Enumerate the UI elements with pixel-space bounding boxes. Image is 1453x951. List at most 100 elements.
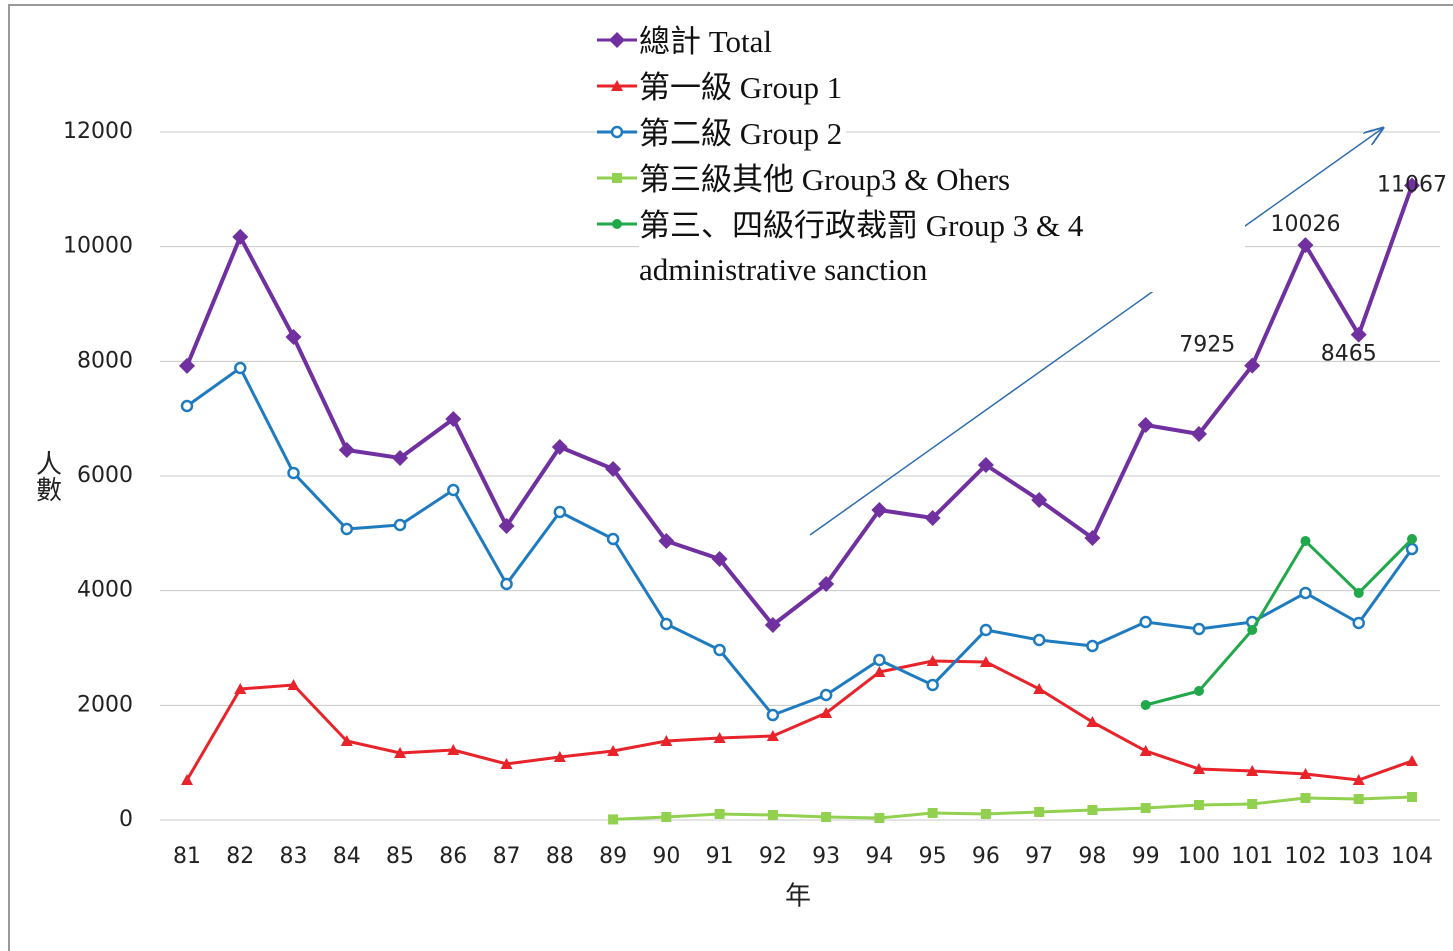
point xyxy=(874,812,885,823)
point xyxy=(711,551,728,568)
point xyxy=(285,328,302,345)
point xyxy=(1139,615,1152,629)
x-tick-label: 103 xyxy=(1338,844,1380,869)
series-line xyxy=(186,366,1414,717)
point xyxy=(1246,764,1259,776)
point xyxy=(394,746,407,758)
point xyxy=(660,734,673,746)
point xyxy=(338,441,355,458)
point xyxy=(1247,624,1258,635)
point xyxy=(500,577,513,591)
point xyxy=(1087,805,1098,816)
point xyxy=(713,732,726,744)
series-line xyxy=(613,795,1413,821)
point xyxy=(818,576,835,593)
x-tick-label: 91 xyxy=(706,844,734,869)
point xyxy=(500,757,513,769)
x-tick-label: 102 xyxy=(1284,844,1326,869)
x-tick-label: 88 xyxy=(546,844,574,869)
x-tick-label: 93 xyxy=(812,844,840,869)
point xyxy=(1033,682,1046,694)
point xyxy=(658,533,675,550)
point xyxy=(392,449,409,466)
data-label: 8465 xyxy=(1321,342,1377,367)
legend-item: 第一級 Group 1 xyxy=(595,66,1245,110)
x-tick-label: 84 xyxy=(333,844,361,869)
point xyxy=(1299,768,1312,780)
point xyxy=(1405,542,1419,556)
legend-item: 第二級 Group 2 xyxy=(595,112,1245,156)
point xyxy=(766,708,780,722)
point xyxy=(234,361,247,375)
point xyxy=(1193,799,1204,810)
point xyxy=(287,678,300,690)
x-axis-label: 年 xyxy=(785,882,811,912)
legend-marker xyxy=(611,80,623,91)
legend-item: 第三級其他 Group3 & Ohers xyxy=(595,158,1245,202)
point xyxy=(393,518,407,532)
point xyxy=(1031,491,1048,508)
point xyxy=(821,812,832,823)
point xyxy=(1140,803,1151,814)
legend-label: 第三級其他 Group3 & Ohers xyxy=(639,158,1015,202)
point xyxy=(1137,416,1154,433)
data-label: 7925 xyxy=(1179,333,1235,358)
point xyxy=(606,532,620,546)
point xyxy=(1299,586,1312,600)
legend-marker xyxy=(612,173,622,183)
legend-swatch xyxy=(597,173,637,183)
x-tick-label: 81 xyxy=(173,844,201,869)
point xyxy=(1034,806,1045,817)
point xyxy=(979,655,992,667)
point xyxy=(1300,536,1311,547)
point xyxy=(1139,744,1152,756)
series-line xyxy=(185,659,1413,782)
point xyxy=(445,410,462,427)
point xyxy=(1086,639,1099,653)
point xyxy=(977,456,994,473)
point xyxy=(819,688,833,702)
point xyxy=(873,666,886,678)
point xyxy=(1244,357,1261,374)
point xyxy=(340,734,353,746)
x-tick-label: 104 xyxy=(1391,844,1433,869)
point xyxy=(979,623,993,637)
point xyxy=(287,466,300,480)
x-tick-label: 99 xyxy=(1132,844,1160,869)
legend-swatch xyxy=(597,32,637,48)
x-tick-label: 87 xyxy=(493,844,521,869)
point xyxy=(661,812,672,823)
point xyxy=(1297,237,1314,254)
y-tick-label: 10000 xyxy=(63,234,133,259)
point xyxy=(871,501,888,518)
series-line xyxy=(185,184,1414,628)
point xyxy=(924,509,941,526)
x-tick-label: 83 xyxy=(280,844,308,869)
point xyxy=(767,810,778,821)
legend-swatch xyxy=(597,80,637,91)
point xyxy=(340,522,354,536)
legend-item: 第三、四級行政裁罰 Group 3 & 4 administrative san… xyxy=(595,204,1245,292)
x-tick-label: 101 xyxy=(1231,844,1273,869)
point xyxy=(927,808,938,819)
point xyxy=(447,743,460,755)
trend-arrow xyxy=(809,128,1383,536)
point xyxy=(605,461,622,478)
point xyxy=(1086,716,1099,728)
point xyxy=(1300,792,1311,803)
y-tick-label: 8000 xyxy=(77,348,133,373)
frame xyxy=(8,4,1453,951)
point xyxy=(498,517,515,534)
point xyxy=(713,643,726,657)
point xyxy=(660,617,673,631)
point xyxy=(232,228,249,245)
point xyxy=(1032,633,1046,647)
point xyxy=(1406,755,1418,767)
x-tick-label: 92 xyxy=(759,844,787,869)
legend-marker xyxy=(610,125,624,139)
point xyxy=(766,730,779,742)
y-tick-label: 12000 xyxy=(63,119,133,144)
point xyxy=(1084,529,1101,546)
data-label: 10026 xyxy=(1270,212,1340,237)
